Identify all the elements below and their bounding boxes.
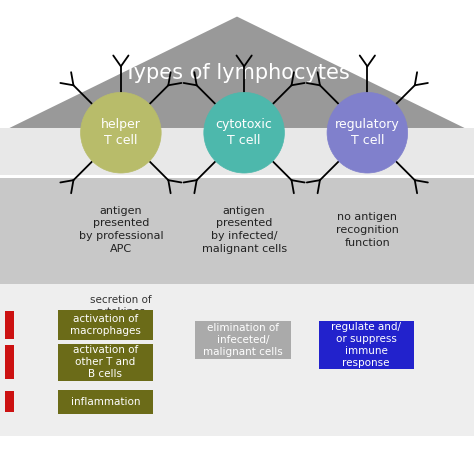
Text: regulatory
T cell: regulatory T cell	[335, 118, 400, 147]
Text: inflammation: inflammation	[71, 397, 140, 407]
Bar	[0, 178, 474, 284]
Bar	[5, 311, 14, 339]
Text: antigen
presented
by infected/
malignant cells: antigen presented by infected/ malignant…	[201, 206, 287, 254]
Text: regulate and/
or suppress
immune
response: regulate and/ or suppress immune respons…	[331, 322, 401, 368]
Text: elimination of
infeceted/
malignant cells: elimination of infeceted/ malignant cell…	[203, 323, 283, 357]
Text: activation of
macrophages: activation of macrophages	[70, 314, 141, 336]
Text: Types of lymphocytes: Types of lymphocytes	[124, 64, 350, 83]
FancyBboxPatch shape	[58, 390, 153, 414]
FancyBboxPatch shape	[195, 321, 291, 359]
Text: helper
T cell: helper T cell	[101, 118, 141, 147]
Bar	[0, 284, 474, 436]
Text: no antigen
recognition
function: no antigen recognition function	[336, 212, 399, 248]
Circle shape	[81, 92, 161, 173]
Circle shape	[204, 92, 284, 173]
Text: activation of
other T and
B cells: activation of other T and B cells	[73, 345, 138, 379]
Text: antigen
presented
by professional
APC: antigen presented by professional APC	[79, 206, 163, 254]
FancyBboxPatch shape	[58, 310, 153, 340]
Polygon shape	[9, 17, 465, 128]
Circle shape	[327, 92, 408, 173]
FancyBboxPatch shape	[319, 321, 414, 369]
Text: secretion of
cytokines: secretion of cytokines	[90, 294, 152, 317]
Bar	[0, 128, 474, 175]
FancyBboxPatch shape	[58, 344, 153, 381]
Text: cytotoxic
T cell: cytotoxic T cell	[216, 118, 273, 147]
Bar	[5, 345, 14, 379]
Bar	[5, 391, 14, 412]
